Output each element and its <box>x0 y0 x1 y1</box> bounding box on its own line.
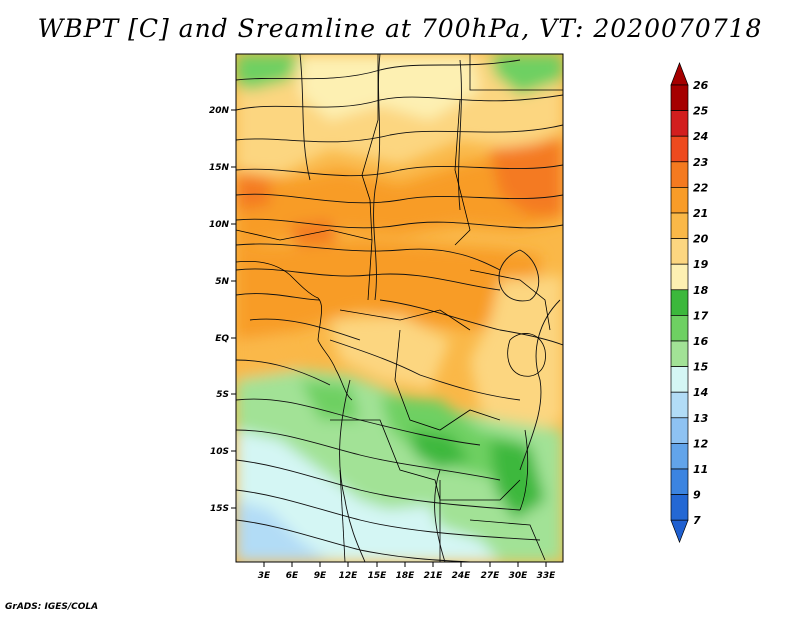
colorbar-swatch <box>670 366 689 393</box>
colorbar-label: 9 <box>693 489 701 502</box>
country-borders <box>236 54 563 562</box>
colorbar-swatch <box>670 289 689 316</box>
colorbar-label: 15 <box>693 361 709 374</box>
lon-label: 9E <box>314 571 327 581</box>
colorbar-swatch <box>670 315 689 342</box>
colorbar-label: 7 <box>693 514 701 527</box>
lon-label: 6E <box>286 571 299 581</box>
colorbar-swatch <box>670 494 689 521</box>
colorbar-swatch <box>670 417 689 444</box>
colorbar-swatch <box>670 110 689 137</box>
colorbar-label: 20 <box>693 233 709 246</box>
lat-label: 10N <box>209 220 230 230</box>
lat-label: 5N <box>215 277 229 287</box>
colorbar-swatch <box>670 340 689 367</box>
lon-label: 27E <box>481 571 501 581</box>
colorbar-label: 22 <box>693 181 709 194</box>
lon-label: 30E <box>509 571 529 581</box>
lat-label: 5S <box>216 390 229 400</box>
colorbar-label: 21 <box>693 207 708 220</box>
lat-label: 10S <box>210 447 229 457</box>
map-frame <box>235 53 564 563</box>
colorbar-label: 19 <box>693 258 709 271</box>
colorbar-label: 23 <box>693 156 709 169</box>
colorbar-top-arrow <box>670 62 689 86</box>
colorbar-swatch <box>670 443 689 470</box>
colorbar-label: 18 <box>693 284 709 297</box>
colorbar-label: 25 <box>693 105 709 118</box>
lon-label: 15E <box>368 571 388 581</box>
colorbar-label: 14 <box>693 386 708 399</box>
longitude-axis: 3E 6E 9E 12E 15E 18E 21E 24E 27E 30E 33E <box>258 562 556 581</box>
lon-label: 3E <box>258 571 271 581</box>
colorbar-label: 11 <box>693 463 708 476</box>
colorbar-label: 17 <box>693 309 709 322</box>
lon-label: 18E <box>396 571 416 581</box>
colorbar-bottom-arrow <box>670 519 689 544</box>
lon-label: 12E <box>339 571 359 581</box>
colorbar-swatch <box>670 212 689 239</box>
lon-label: 24E <box>452 571 472 581</box>
latitude-axis: 20N 15N 10N 5N EQ 5S 10S 15S <box>209 106 236 514</box>
colorbar-label: 26 <box>693 79 709 92</box>
colorbar-swatch <box>670 238 689 265</box>
colorbar-swatch <box>670 391 689 419</box>
colorbar-label: 13 <box>693 412 709 425</box>
lat-label: 15N <box>209 163 230 173</box>
colorbar: 26 25 24 23 22 21 20 19 18 17 16 15 14 13 12 11 9 7 <box>670 62 709 544</box>
colorbar-swatch <box>670 187 689 214</box>
colorbar-swatch <box>670 135 689 163</box>
colorbar-label: 16 <box>693 335 709 348</box>
lat-label: EQ <box>215 334 229 344</box>
lat-label: 15S <box>210 504 229 514</box>
colorbar-swatch <box>670 468 689 495</box>
chart-title: WBPT [C] and Sreamline at 700hPa, VT: 20… <box>37 14 763 43</box>
colorbar-label: 24 <box>693 130 708 143</box>
lon-label: 33E <box>537 571 557 581</box>
colorbar-label: 12 <box>693 437 709 450</box>
wbpt-shaded-field <box>236 54 563 562</box>
lat-label: 20N <box>209 106 230 116</box>
colorbar-swatch <box>670 263 689 291</box>
colorbar-swatch <box>670 84 689 111</box>
grads-credit: GrADS: IGES/COLA <box>5 602 99 612</box>
colorbar-swatch <box>670 161 689 188</box>
lon-label: 21E <box>424 571 444 581</box>
